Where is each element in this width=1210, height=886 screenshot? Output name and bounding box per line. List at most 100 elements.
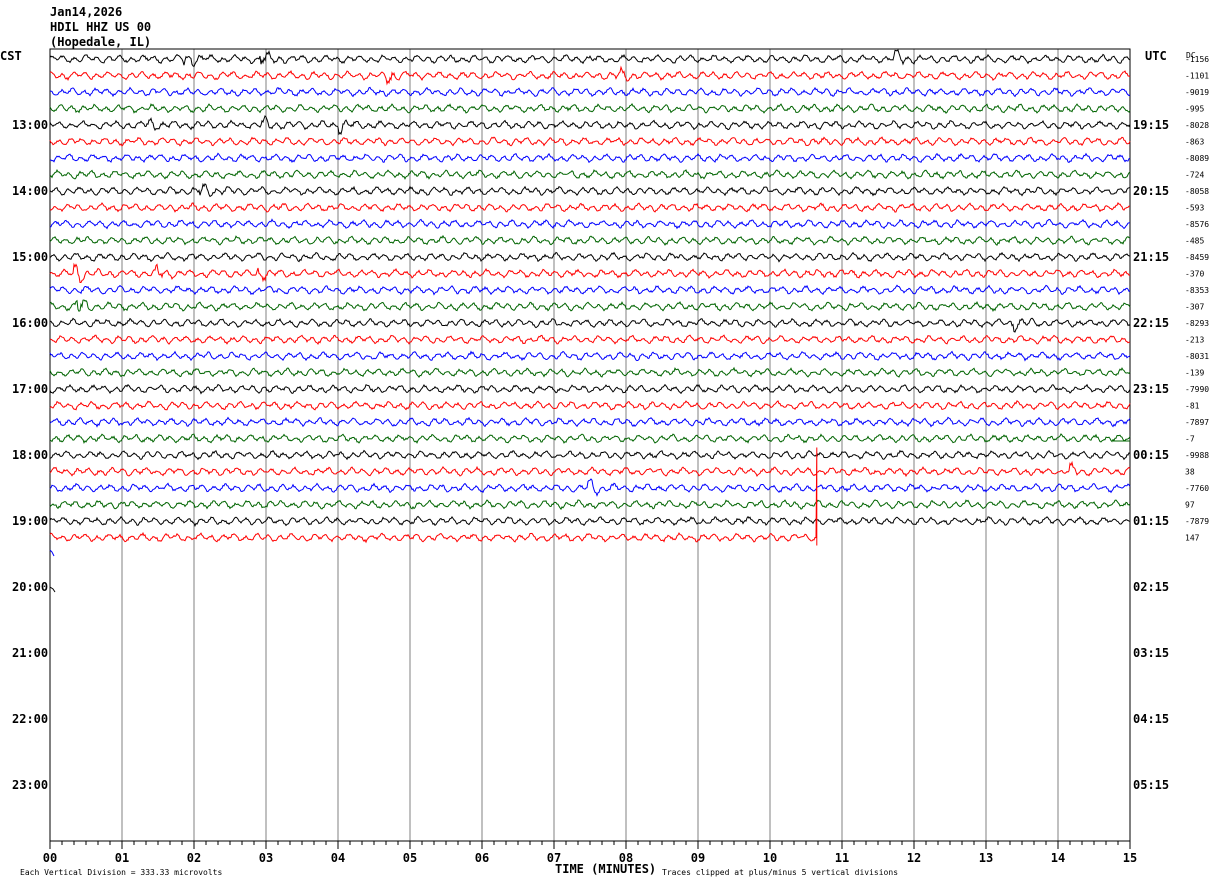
- dc-offset-label: -8459: [1185, 253, 1209, 262]
- x-tick-label-06: 06: [475, 851, 489, 865]
- trace-1: [49, 65, 1131, 86]
- trace-18: [49, 350, 1131, 362]
- plot-frame: [49, 48, 1131, 842]
- dc-offset-label: -213: [1185, 336, 1204, 345]
- trace-3: [49, 103, 1131, 114]
- dc-offset-labels: -1156 -1101 -9019 -995 -8028 -863 -8089 -724 -80…: [1185, 55, 1209, 543]
- header-station: HDIL HHZ US 00: [50, 20, 152, 34]
- trace-29: [49, 447, 818, 546]
- trace-27: [49, 499, 1131, 511]
- dc-offset-label: -8353: [1185, 286, 1209, 295]
- grid: [49, 49, 1131, 841]
- left-hour-label: 14:00: [12, 184, 48, 198]
- left-hour-label: 19:00: [12, 514, 48, 528]
- dc-offset-label: -1156: [1185, 55, 1209, 64]
- trace-11: [49, 234, 1131, 246]
- trace-15: [49, 299, 1131, 312]
- dc-offset-label: -1101: [1185, 72, 1209, 81]
- dc-offset-label: -8293: [1185, 319, 1209, 328]
- clip-note: Traces clipped at plus/minus 5 vertical …: [662, 868, 898, 877]
- left-hour-label: 15:00: [12, 250, 48, 264]
- trace-4: [49, 115, 1131, 136]
- dc-offset-label: -81: [1185, 402, 1200, 411]
- trace-28: [49, 515, 1131, 527]
- dc-offset-label: 147: [1185, 534, 1200, 543]
- trace-7: [49, 168, 1131, 180]
- x-axis-label: TIME (MINUTES): [555, 862, 656, 876]
- x-tick-label-07: 07: [547, 851, 561, 865]
- dc-header-label: DC: [1186, 51, 1196, 60]
- trace-6: [49, 152, 1131, 164]
- right-hour-label: 04:15: [1133, 712, 1169, 726]
- right-hour-label: 01:15: [1133, 514, 1169, 528]
- dc-offset-label: -9988: [1185, 451, 1209, 460]
- trace-24: [49, 449, 1131, 461]
- left-hour-label: 16:00: [12, 316, 48, 330]
- dc-offset-label: -485: [1185, 237, 1204, 246]
- x-tick-label-12: 12: [907, 851, 921, 865]
- trace-13: [49, 262, 1131, 283]
- right-hour-label: 23:15: [1133, 382, 1169, 396]
- trace-8: [49, 182, 1131, 198]
- left-hour-label: 23:00: [12, 778, 48, 792]
- trace-19: [49, 366, 1131, 378]
- right-hour-label: 00:15: [1133, 448, 1169, 462]
- dc-offset-label: -8028: [1185, 121, 1209, 130]
- right-hour-label: 19:15: [1133, 118, 1169, 132]
- right-hour-label: 05:15: [1133, 778, 1169, 792]
- trace-12: [49, 251, 1131, 263]
- trace-23: [49, 433, 1131, 444]
- dc-offset-label: -8058: [1185, 187, 1209, 196]
- trace-5: [49, 136, 1131, 147]
- right-timezone-label: UTC: [1145, 49, 1167, 63]
- left-hour-labels: 13:00 14:00 15:00 16:00 17:00 18:00 19:00 20:00…: [12, 118, 48, 792]
- right-hour-label: 22:15: [1133, 316, 1169, 330]
- dc-offset-label: 38: [1185, 468, 1195, 477]
- right-hour-label: 02:15: [1133, 580, 1169, 594]
- trace-9: [49, 202, 1130, 213]
- dc-offset-label: 97: [1185, 501, 1195, 510]
- x-tick-label-11: 11: [835, 851, 849, 865]
- header-location: (Hopedale, IL): [50, 35, 152, 49]
- x-tick-label-14: 14: [1051, 851, 1065, 865]
- left-hour-label: 22:00: [12, 712, 48, 726]
- dc-offset-label: -7: [1185, 435, 1195, 444]
- right-hour-label: 20:15: [1133, 184, 1169, 198]
- left-hour-label: 17:00: [12, 382, 48, 396]
- trace-16: [49, 317, 1131, 333]
- dc-offset-label: -9019: [1185, 88, 1209, 97]
- right-hour-label: 03:15: [1133, 646, 1169, 660]
- dc-offset-label: -7990: [1185, 385, 1209, 394]
- right-hour-label: 21:15: [1133, 250, 1169, 264]
- trace-10: [49, 218, 1131, 230]
- dc-offset-label: -995: [1185, 105, 1204, 114]
- x-tick-label-00: 00: [43, 851, 57, 865]
- dc-offset-label: -307: [1185, 303, 1204, 312]
- x-tick-label-09: 09: [691, 851, 705, 865]
- dc-offset-label: -593: [1185, 204, 1204, 213]
- trace-0: [49, 49, 1131, 68]
- left-hour-label: 18:00: [12, 448, 48, 462]
- header: Jan14,2026 HDIL HHZ US 00 (Hopedale, IL): [50, 5, 151, 50]
- dc-offset-label: -7879: [1185, 517, 1209, 526]
- dc-offset-label: -863: [1185, 138, 1204, 147]
- dc-offset-label: -370: [1185, 270, 1204, 279]
- x-tick-label-03: 03: [259, 851, 273, 865]
- trace-25: [49, 460, 1131, 478]
- header-date: Jan14,2026: [50, 5, 123, 19]
- x-tick-label-02: 02: [187, 851, 201, 865]
- x-tick-label-15: 15: [1123, 851, 1137, 865]
- dc-offset-label: -8576: [1185, 220, 1209, 229]
- x-tick-label-13: 13: [979, 851, 993, 865]
- left-timezone-label: CST: [0, 49, 22, 63]
- x-tick-label-05: 05: [403, 851, 417, 865]
- dc-offset-label: -8089: [1185, 154, 1209, 163]
- x-tick-label-08: 08: [619, 851, 633, 865]
- x-axis-ticks: 00 01 02 03 04 05 06 07 08 09 10 11 12 13 14 15: [43, 841, 1137, 865]
- trace-22: [49, 416, 1131, 428]
- left-hour-label: 20:00: [12, 580, 48, 594]
- trace-fragment-blue: [49, 549, 55, 557]
- dc-offset-label: -8031: [1185, 352, 1209, 361]
- dc-offset-label: -139: [1185, 369, 1204, 378]
